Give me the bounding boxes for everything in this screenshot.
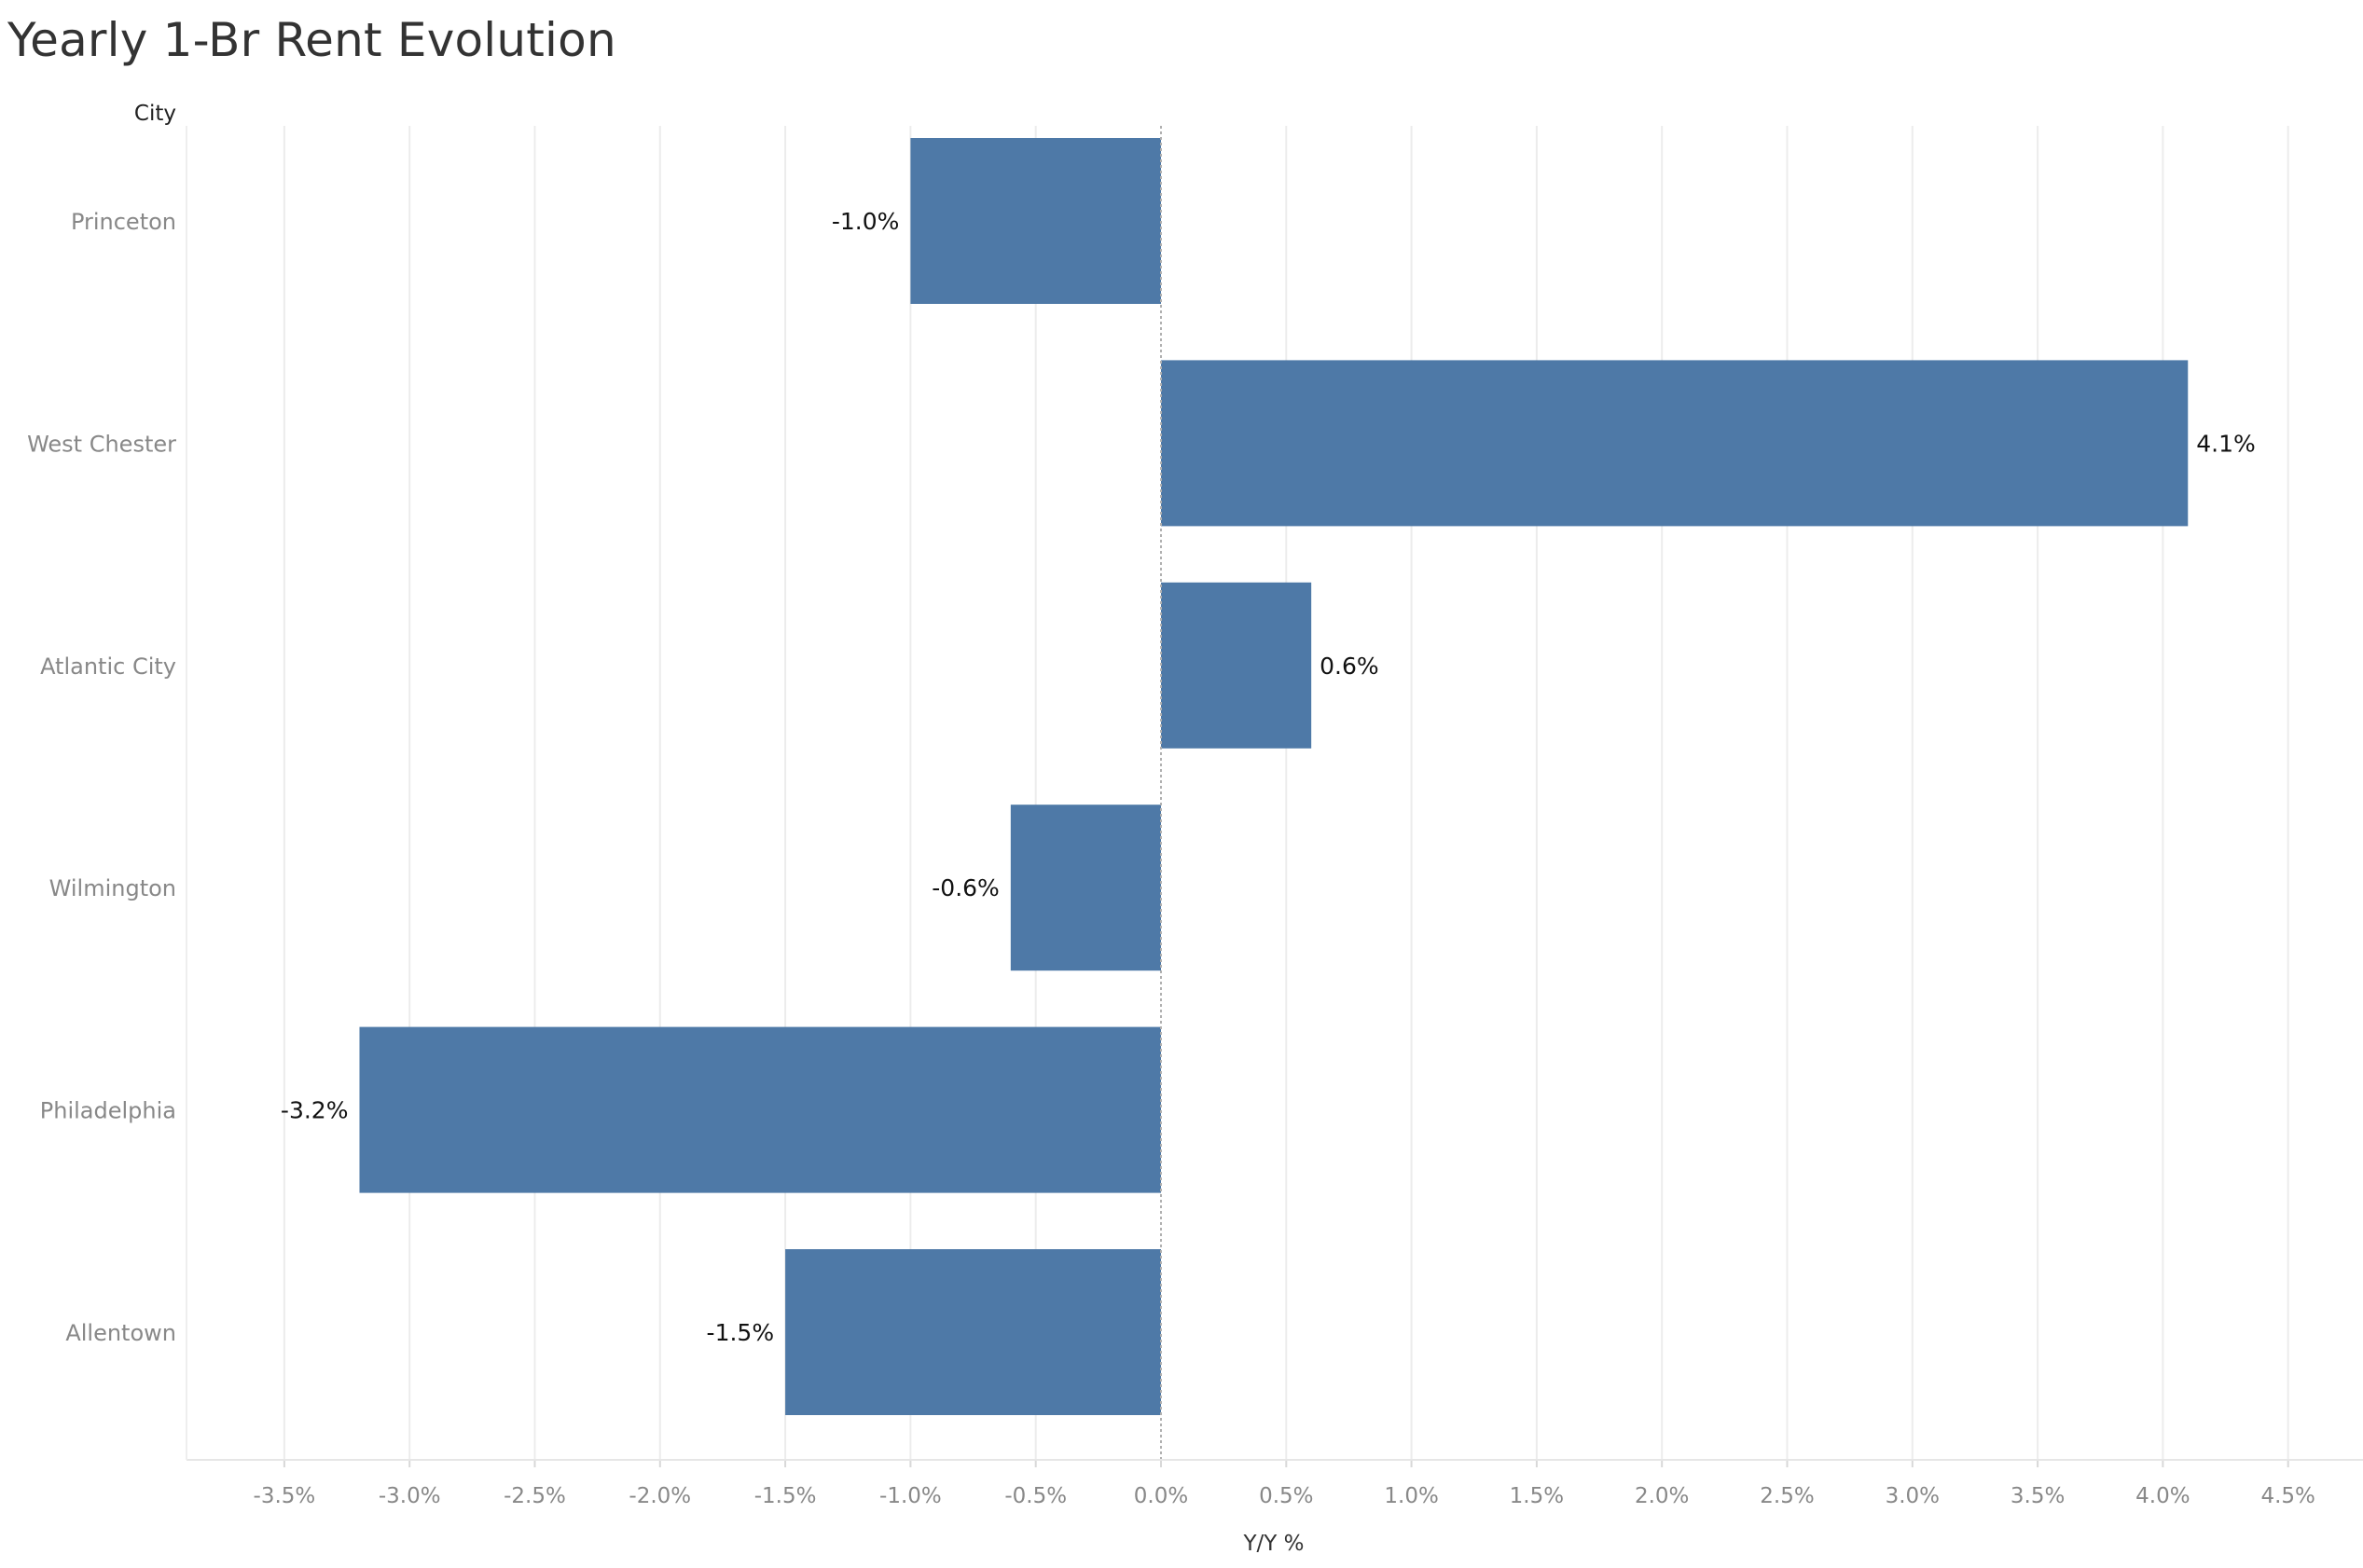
data-label: -3.2% <box>281 1097 349 1124</box>
data-labels: -1.0% 4.1% 0.6% -0.6% -3.2% -1.5% <box>281 208 2256 1346</box>
category-labels: Princeton West Chester Atlantic City Wilmin… <box>27 209 176 1346</box>
x-tick-label: -3.0% <box>379 1484 441 1508</box>
bar-princeton[interactable] <box>910 138 1161 304</box>
bar-wilmington[interactable] <box>1010 805 1161 971</box>
category-label: Princeton <box>71 209 176 235</box>
bar-philadelphia[interactable] <box>359 1026 1162 1193</box>
data-label: -0.6% <box>932 874 1000 901</box>
bars <box>359 138 2189 1415</box>
x-tick-labels: -3.5% -3.0% -2.5% -2.0% -1.5% -1.0% -0.5% 0.0% 0… <box>254 1460 2315 1508</box>
x-tick-label: 3.0% <box>1886 1484 1940 1508</box>
x-tick-label: 2.5% <box>1760 1484 1814 1508</box>
x-tick-label: 2.0% <box>1635 1484 1689 1508</box>
chart-title: Yearly 1-Br Rent Evolution <box>7 13 616 67</box>
x-tick-label: -2.5% <box>504 1484 566 1508</box>
category-label: Wilmington <box>49 875 176 901</box>
data-label: 4.1% <box>2196 430 2256 457</box>
category-label: Allentown <box>65 1320 176 1346</box>
category-label: Atlantic City <box>40 653 176 680</box>
x-tick-label: -1.5% <box>754 1484 817 1508</box>
y-axis-title: City <box>134 102 176 126</box>
x-tick-label: -1.0% <box>879 1484 942 1508</box>
data-label: 0.6% <box>1320 653 1379 680</box>
x-tick-label: 1.0% <box>1384 1484 1438 1508</box>
x-tick-label: 1.5% <box>1510 1484 1564 1508</box>
x-tick-label: 3.5% <box>2011 1484 2065 1508</box>
bar-west-chester[interactable] <box>1161 360 2189 527</box>
x-tick-label: -2.0% <box>629 1484 691 1508</box>
grid-lines <box>283 126 2289 1460</box>
category-label: Philadelphia <box>40 1098 176 1124</box>
x-tick-label: 0.0% <box>1134 1484 1188 1508</box>
bar-allentown[interactable] <box>785 1249 1161 1415</box>
bar-atlantic-city[interactable] <box>1161 582 1312 749</box>
data-label: -1.5% <box>707 1319 775 1346</box>
x-tick-label: 0.5% <box>1259 1484 1313 1508</box>
x-tick-label: 4.0% <box>2135 1484 2190 1508</box>
x-tick-label: -0.5% <box>1004 1484 1067 1508</box>
x-tick-label: -3.5% <box>254 1484 316 1508</box>
x-axis-title: Y/Y % <box>1242 1532 1304 1556</box>
data-label: -1.0% <box>832 208 900 235</box>
x-tick-label: 4.5% <box>2260 1484 2315 1508</box>
category-label: West Chester <box>27 431 176 457</box>
